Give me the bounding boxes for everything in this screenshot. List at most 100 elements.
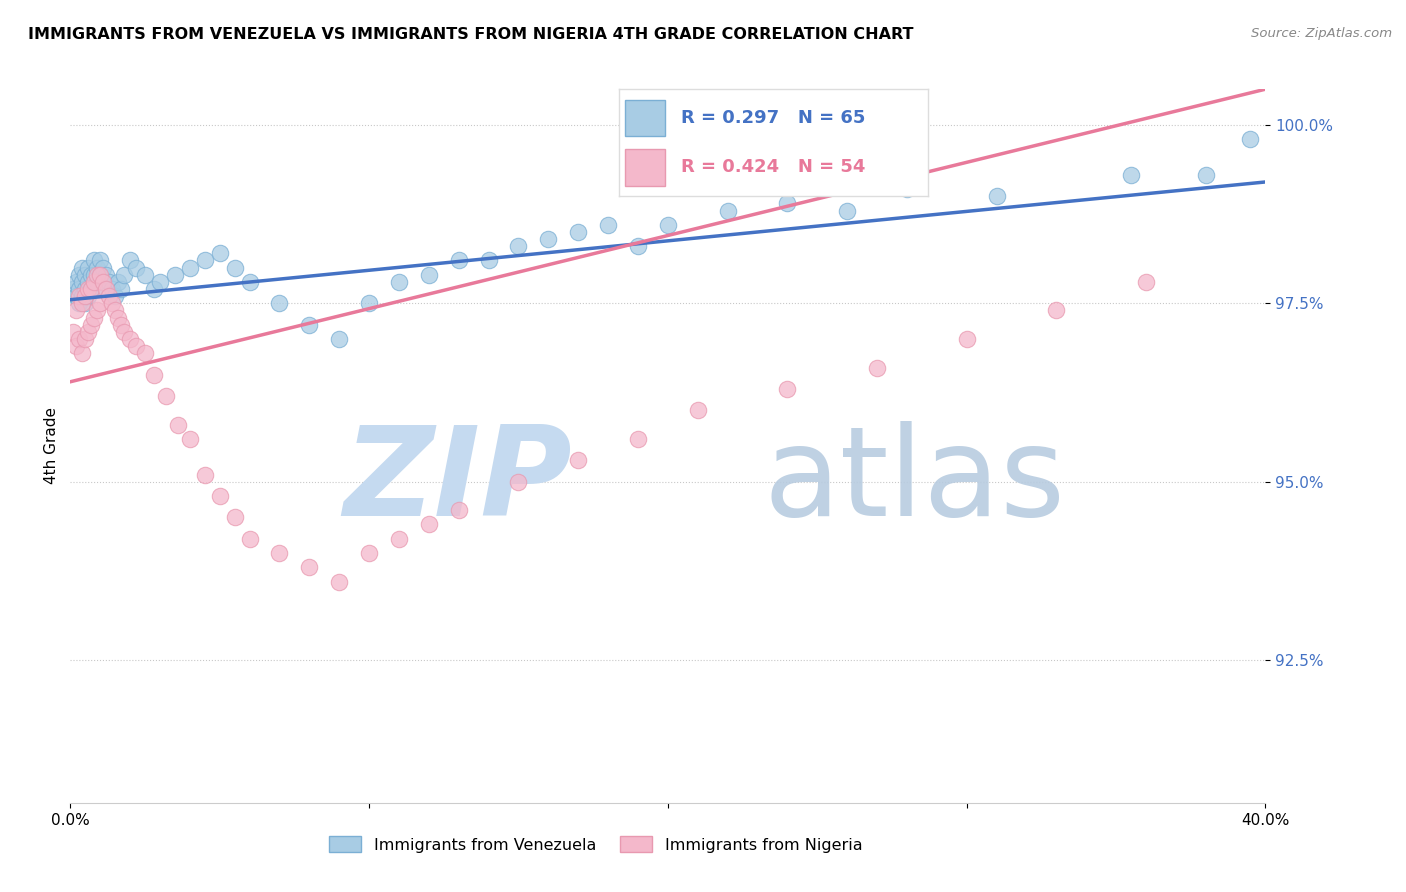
Point: [70, 289, 93, 303]
Point: [75, 282, 97, 296]
Point: [83, 282, 105, 296]
Point: [298, 560, 321, 574]
FancyBboxPatch shape: [624, 149, 665, 186]
Point: [776, 382, 799, 396]
Point: [86, 275, 108, 289]
Point: [567, 453, 589, 467]
Point: [65, 339, 87, 353]
Point: [77, 282, 100, 296]
Point: [1045, 303, 1067, 318]
FancyBboxPatch shape: [624, 100, 665, 136]
Point: [67, 296, 90, 310]
Point: [155, 389, 177, 403]
Point: [83, 310, 105, 325]
Text: IMMIGRANTS FROM VENEZUELA VS IMMIGRANTS FROM NIGERIA 4TH GRADE CORRELATION CHART: IMMIGRANTS FROM VENEZUELA VS IMMIGRANTS …: [28, 27, 914, 42]
Point: [208, 489, 231, 503]
Point: [298, 318, 321, 332]
Point: [418, 517, 440, 532]
Point: [627, 432, 650, 446]
Point: [149, 275, 172, 289]
Point: [107, 310, 129, 325]
Point: [194, 253, 217, 268]
Text: Source: ZipAtlas.com: Source: ZipAtlas.com: [1251, 27, 1392, 40]
Point: [65, 275, 87, 289]
Point: [77, 289, 100, 303]
Point: [359, 296, 381, 310]
Point: [70, 275, 93, 289]
Point: [447, 503, 470, 517]
Point: [86, 268, 108, 282]
Point: [80, 268, 103, 282]
Point: [65, 289, 87, 303]
Point: [239, 532, 262, 546]
Point: [110, 282, 132, 296]
Text: R = 0.424   N = 54: R = 0.424 N = 54: [681, 159, 865, 177]
Point: [91, 275, 114, 289]
Point: [508, 239, 530, 253]
Point: [1135, 275, 1157, 289]
Point: [134, 268, 156, 282]
Point: [77, 260, 100, 275]
Point: [91, 260, 114, 275]
Point: [328, 332, 350, 346]
Text: R = 0.297   N = 65: R = 0.297 N = 65: [681, 109, 865, 127]
Point: [98, 275, 121, 289]
Point: [447, 253, 470, 268]
Point: [107, 275, 129, 289]
Point: [101, 282, 124, 296]
Point: [65, 303, 87, 318]
Point: [143, 282, 166, 296]
Point: [866, 360, 889, 375]
Point: [1239, 132, 1261, 146]
Point: [537, 232, 560, 246]
Point: [70, 346, 93, 360]
Point: [83, 268, 105, 282]
Point: [208, 246, 231, 260]
Point: [75, 332, 97, 346]
Point: [328, 574, 350, 589]
Point: [67, 289, 90, 303]
Point: [96, 282, 118, 296]
Point: [83, 275, 105, 289]
Point: [75, 268, 97, 282]
Point: [125, 339, 148, 353]
Point: [269, 546, 291, 560]
Point: [418, 268, 440, 282]
Point: [837, 203, 859, 218]
Point: [166, 417, 188, 432]
Point: [75, 289, 97, 303]
Point: [80, 282, 103, 296]
Point: [67, 268, 90, 282]
Point: [89, 268, 111, 282]
Point: [956, 332, 979, 346]
Point: [104, 303, 127, 318]
Point: [125, 260, 148, 275]
Point: [96, 268, 118, 282]
Point: [112, 325, 135, 339]
Point: [67, 332, 90, 346]
Point: [179, 260, 201, 275]
Point: [224, 260, 246, 275]
Point: [62, 282, 84, 296]
Point: [77, 325, 100, 339]
Point: [567, 225, 589, 239]
Text: ZIP: ZIP: [343, 421, 572, 542]
Y-axis label: 4th Grade: 4th Grade: [44, 408, 59, 484]
Point: [143, 368, 166, 382]
Point: [717, 203, 740, 218]
Point: [120, 332, 141, 346]
Point: [89, 253, 111, 268]
Point: [1195, 168, 1218, 182]
Point: [478, 253, 501, 268]
Point: [239, 275, 262, 289]
Point: [104, 289, 127, 303]
Legend: Immigrants from Venezuela, Immigrants from Nigeria: Immigrants from Venezuela, Immigrants fr…: [323, 830, 869, 859]
Point: [89, 268, 111, 282]
Point: [83, 253, 105, 268]
Point: [80, 282, 103, 296]
Point: [598, 218, 620, 232]
Point: [110, 318, 132, 332]
Point: [75, 296, 97, 310]
Point: [627, 239, 650, 253]
Point: [776, 196, 799, 211]
